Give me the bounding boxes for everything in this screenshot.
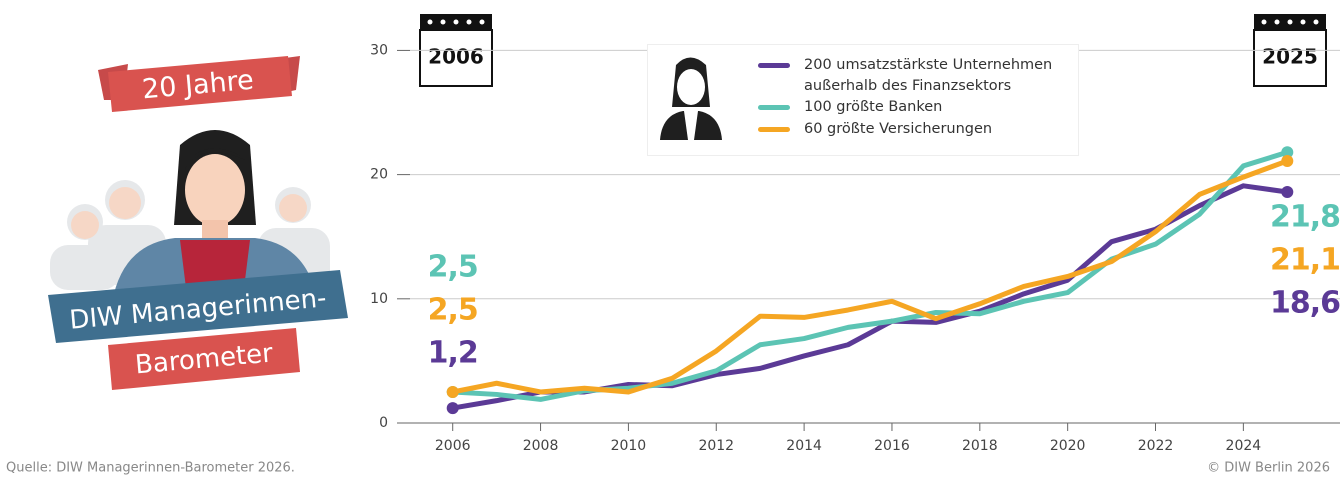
calendar-label: 2025 — [1262, 45, 1318, 69]
series-line — [452, 149, 1289, 402]
calendar-ring — [479, 19, 485, 25]
source: Quelle: DIW Managerinnen-Barometer 2026. — [6, 461, 295, 476]
calendar-ring — [1261, 19, 1267, 25]
x-tick-label: 2024 — [1226, 438, 1262, 454]
copyright: © DIW Berlin 2026 — [1207, 461, 1330, 476]
legend-label: 100 größte Banken — [804, 99, 943, 115]
value-label: 21,1 — [1270, 243, 1340, 278]
calendar-label: 2006 — [428, 45, 484, 69]
y-tick-label: 30 — [370, 42, 388, 58]
x-tick-label: 2018 — [962, 438, 998, 454]
legend-swatch — [758, 63, 790, 68]
y-tick-label: 0 — [379, 415, 388, 431]
x-tick-label: 2016 — [874, 438, 910, 454]
y-tick-label: 20 — [370, 167, 388, 183]
end-dot — [1281, 154, 1294, 167]
legend: 200 umsatzstärkste Unternehmen außerhalb… — [648, 45, 1078, 155]
series-line — [452, 183, 1288, 411]
series-line — [452, 158, 1289, 395]
value-label: 1,2 — [428, 336, 478, 371]
value-label: 18,6 — [1270, 286, 1340, 321]
calendar-ring — [427, 19, 433, 25]
legend-swatch — [758, 127, 790, 132]
end-dot — [1281, 186, 1294, 198]
end-dot — [446, 402, 459, 415]
x-tick-label: 2006 — [435, 438, 471, 454]
calendar-ring — [453, 19, 459, 25]
legend-item: 200 umsatzstärkste Unternehmen außerhalb… — [758, 55, 1068, 97]
legend-item: 60 größte Versicherungen — [758, 119, 1068, 140]
calendar-ring — [1313, 19, 1319, 25]
value-label: 2,5 — [428, 250, 478, 285]
legend-swatch — [758, 105, 790, 110]
x-tick-label: 2008 — [523, 438, 559, 454]
value-label: 2,5 — [428, 293, 478, 328]
y-tick-label: 10 — [370, 291, 388, 307]
value-label: 21,8 — [1270, 200, 1340, 235]
illustration: 20 Jahre DIW Managerinnen- Barometer — [48, 56, 348, 390]
x-tick-label: 2020 — [1050, 438, 1086, 454]
end-dot — [446, 385, 459, 398]
calendar-ring — [1300, 19, 1306, 25]
calendar-ring — [466, 19, 472, 25]
x-tick-label: 2014 — [786, 438, 822, 454]
calendar-ring — [1287, 19, 1293, 25]
legend-item: 100 größte Banken — [758, 97, 1068, 118]
x-tick-label: 2022 — [1138, 438, 1174, 454]
legend-label: 60 größte Versicherungen — [804, 121, 993, 137]
end-dot — [1281, 146, 1294, 159]
x-tick-label: 2010 — [611, 438, 647, 454]
x-tick-label: 2012 — [698, 438, 734, 454]
legend-icon — [660, 57, 722, 140]
calendar-end: 2025 — [1253, 14, 1327, 87]
legend-label: 200 umsatzstärkste Unternehmen außerhalb… — [804, 57, 1053, 94]
calendar-ring — [440, 19, 446, 25]
calendar-ring — [1274, 19, 1280, 25]
